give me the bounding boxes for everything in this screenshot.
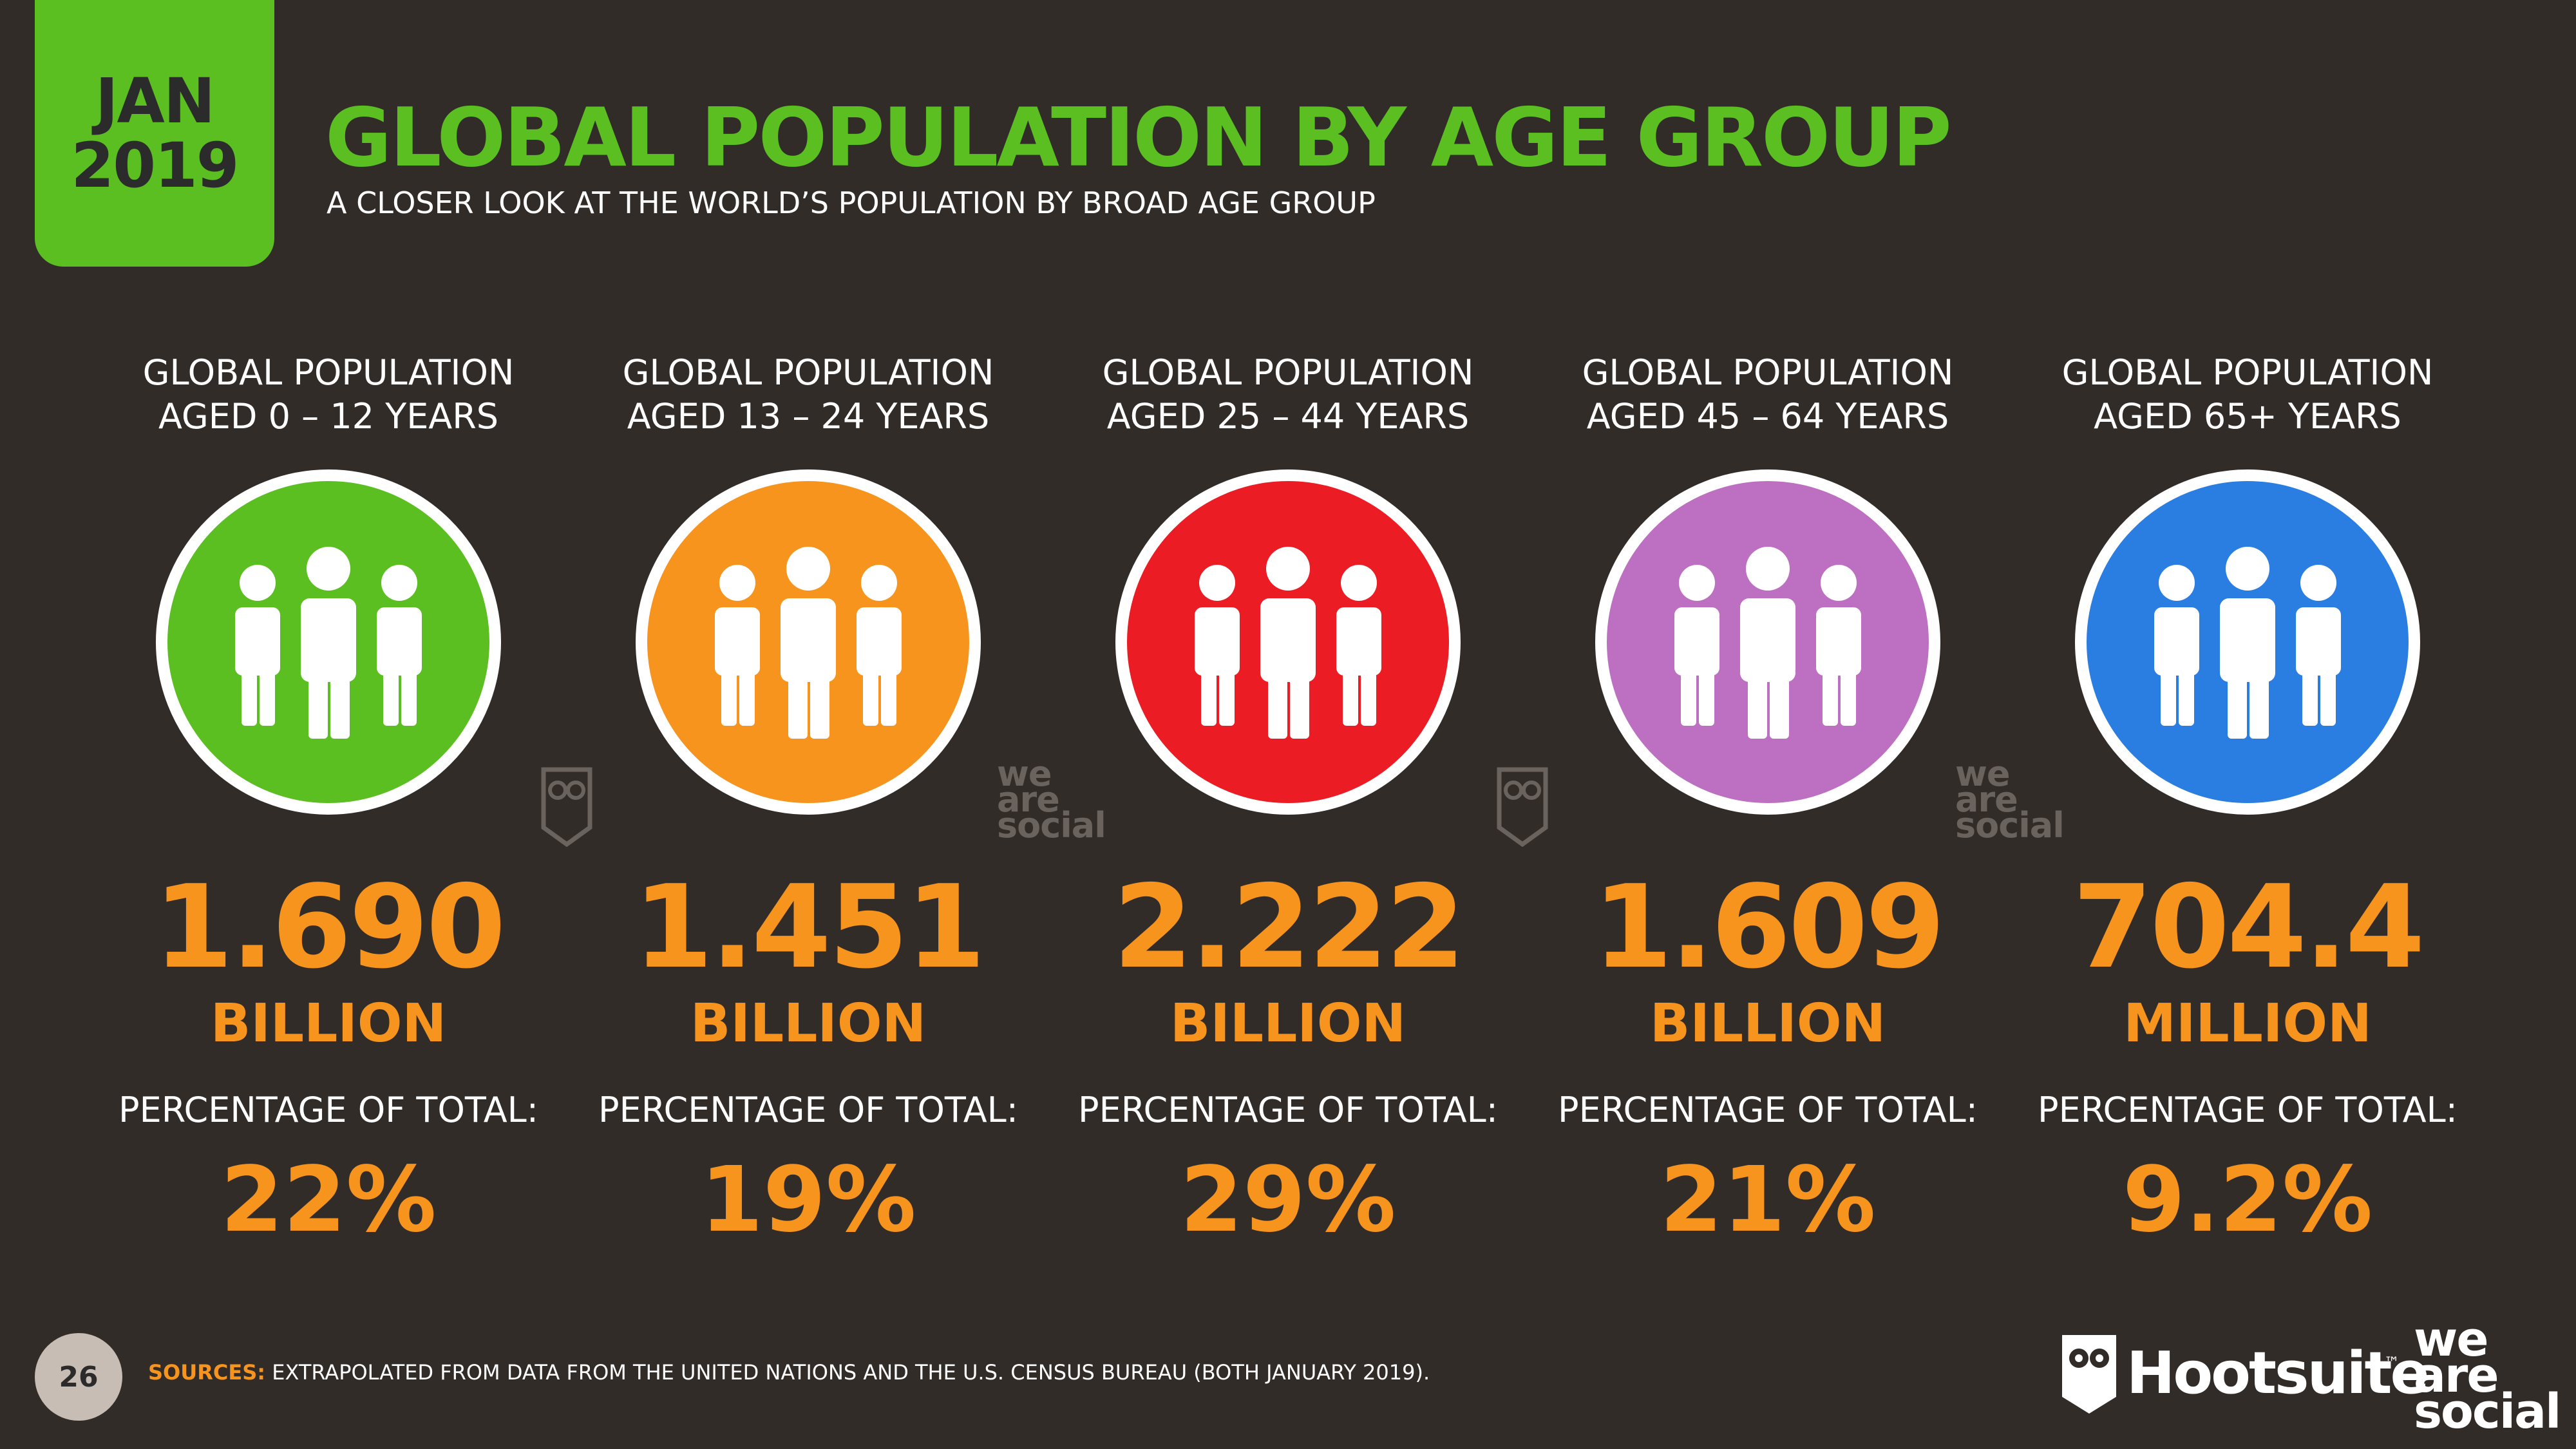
owl-watermark-icon bbox=[1497, 767, 1548, 847]
watermark-line: social bbox=[997, 805, 1106, 846]
population-value: 1.451 bbox=[633, 860, 985, 994]
group-label: GLOBAL POPULATION AGED 25 – 44 YEARS bbox=[1103, 351, 1474, 441]
age-group-0-12: GLOBAL POPULATION AGED 0 – 12 YEARS 1.69… bbox=[116, 351, 541, 1249]
page-number: 26 bbox=[35, 1333, 122, 1421]
date-year: 2019 bbox=[71, 129, 239, 202]
population-value: 704.4 bbox=[2072, 860, 2425, 994]
watermark-line: are bbox=[997, 779, 1060, 820]
sources-label: SOURCES: bbox=[148, 1360, 266, 1385]
population-unit: MILLION bbox=[2123, 993, 2372, 1054]
percentage-label: PERCENTAGE OF TOTAL: bbox=[1558, 1090, 1978, 1130]
group-label-line1: GLOBAL POPULATION bbox=[1582, 352, 1954, 393]
group-label: GLOBAL POPULATION AGED 0 – 12 YEARS bbox=[143, 351, 515, 441]
wearesocial-watermark: we are social bbox=[1955, 753, 2065, 846]
group-circle bbox=[1115, 469, 1461, 815]
hootsuite-owl-icon bbox=[2062, 1335, 2116, 1414]
group-label-line2: AGED 0 – 12 YEARS bbox=[158, 396, 499, 437]
population-unit: BILLION bbox=[690, 993, 927, 1054]
group-circle bbox=[636, 469, 981, 815]
wearesocial-logo: we are social bbox=[2414, 1312, 2561, 1439]
population-unit: BILLION bbox=[1649, 993, 1886, 1054]
percentage-value: 9.2% bbox=[2122, 1148, 2373, 1253]
people-group-icon bbox=[1195, 547, 1381, 739]
page-title: GLOBAL POPULATION BY AGE GROUP bbox=[325, 90, 1952, 185]
group-label: GLOBAL POPULATION AGED 65+ YEARS bbox=[2062, 351, 2434, 441]
group-label: GLOBAL POPULATION AGED 45 – 64 YEARS bbox=[1582, 351, 1954, 441]
logo-line: we bbox=[2414, 1312, 2489, 1367]
group-label-line2: AGED 13 – 24 YEARS bbox=[627, 396, 990, 437]
percentage-label: PERCENTAGE OF TOTAL: bbox=[118, 1090, 538, 1130]
owl-watermark-icon bbox=[541, 767, 592, 847]
trademark-symbol: ™ bbox=[2384, 1354, 2400, 1372]
group-label-line1: GLOBAL POPULATION bbox=[142, 352, 515, 393]
group-label-line1: GLOBAL POPULATION bbox=[2061, 352, 2434, 393]
sources-note: SOURCES: EXTRAPOLATED FROM DATA FROM THE… bbox=[148, 1360, 1430, 1385]
population-unit: BILLION bbox=[210, 993, 447, 1054]
percentage-value: 19% bbox=[700, 1148, 916, 1253]
age-group-45-64: GLOBAL POPULATION AGED 45 – 64 YEARS 1.6… bbox=[1555, 351, 1980, 1249]
group-circle bbox=[156, 469, 501, 815]
percentage-value: 22% bbox=[220, 1148, 437, 1253]
watermark-line: are bbox=[1955, 779, 2018, 820]
watermark-line: social bbox=[1955, 805, 2065, 846]
people-group-icon bbox=[1674, 547, 1861, 739]
population-value: 1.690 bbox=[153, 860, 506, 994]
age-group-25-44: GLOBAL POPULATION AGED 25 – 44 YEARS 2.2… bbox=[1075, 351, 1501, 1249]
percentage-label: PERCENTAGE OF TOTAL: bbox=[598, 1090, 1018, 1130]
logo-line: social bbox=[2414, 1384, 2561, 1439]
percentage-label: PERCENTAGE OF TOTAL: bbox=[2038, 1090, 2458, 1130]
group-label-line1: GLOBAL POPULATION bbox=[622, 352, 994, 393]
watermark-line: we bbox=[1955, 753, 2011, 794]
group-label-line2: AGED 45 – 64 YEARS bbox=[1586, 396, 1949, 437]
date-month: JAN bbox=[95, 65, 215, 137]
age-group-65-plus: GLOBAL POPULATION AGED 65+ YEARS 704.4 M… bbox=[2035, 351, 2460, 1249]
group-label: GLOBAL POPULATION AGED 13 – 24 YEARS bbox=[623, 351, 994, 441]
date-badge: JAN 2019 bbox=[35, 0, 274, 267]
percentage-value: 29% bbox=[1180, 1148, 1396, 1253]
sources-text: EXTRAPOLATED FROM DATA FROM THE UNITED N… bbox=[272, 1360, 1430, 1385]
group-label-line2: AGED 25 – 44 YEARS bbox=[1106, 396, 1470, 437]
page-subtitle: A CLOSER LOOK AT THE WORLD’S POPULATION … bbox=[327, 185, 1376, 220]
population-unit: BILLION bbox=[1170, 993, 1406, 1054]
group-circle bbox=[2075, 469, 2420, 815]
logo-line: are bbox=[2414, 1348, 2499, 1403]
people-group-icon bbox=[715, 547, 902, 739]
people-group-icon bbox=[235, 547, 422, 739]
group-circle bbox=[1595, 469, 1940, 815]
percentage-value: 21% bbox=[1660, 1148, 1876, 1253]
hootsuite-logo: Hootsuite bbox=[2126, 1340, 2430, 1407]
population-value: 2.222 bbox=[1113, 860, 1465, 994]
wearesocial-watermark: we are social bbox=[997, 753, 1106, 846]
people-group-icon bbox=[2154, 547, 2341, 739]
percentage-label: PERCENTAGE OF TOTAL: bbox=[1078, 1090, 1498, 1130]
watermark-line: we bbox=[997, 753, 1052, 794]
group-label-line2: AGED 65+ YEARS bbox=[2094, 396, 2401, 437]
group-label-line1: GLOBAL POPULATION bbox=[1102, 352, 1474, 393]
age-group-13-24: GLOBAL POPULATION AGED 13 – 24 YEARS 1.4… bbox=[596, 351, 1021, 1249]
population-value: 1.609 bbox=[1593, 860, 1945, 994]
